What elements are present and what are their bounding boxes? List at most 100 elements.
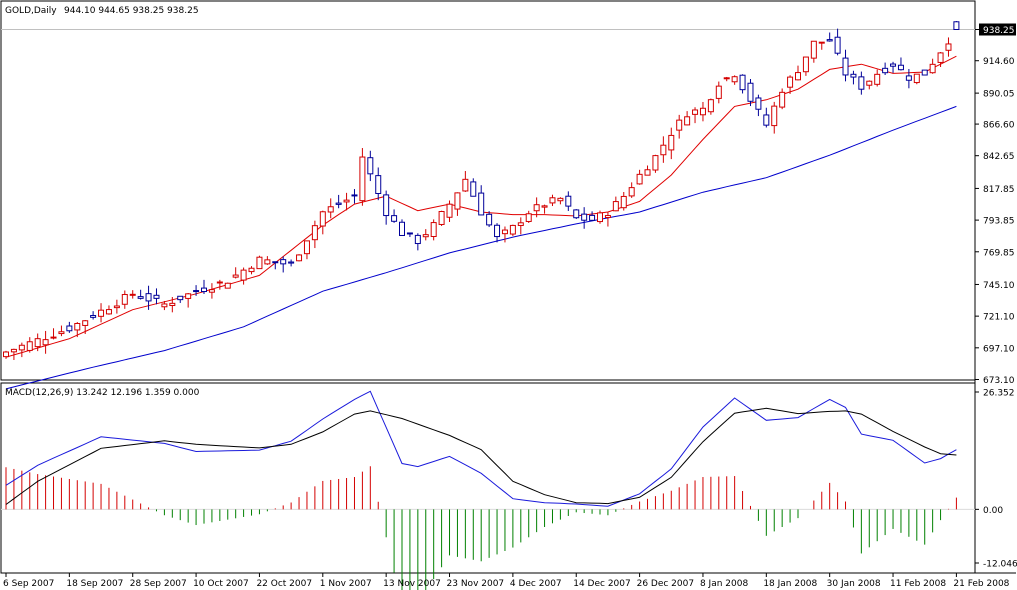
candle-body [288, 261, 295, 264]
candle [589, 211, 596, 222]
price-tick-label: 745.10 [983, 281, 1015, 291]
candle [747, 78, 754, 107]
candle-body [462, 178, 469, 192]
price-tick-label: 890.05 [983, 90, 1015, 100]
candle [810, 40, 817, 63]
candle-body [747, 82, 754, 102]
candle-body [303, 240, 310, 255]
macd-line-layer [5, 390, 957, 507]
candle-body [731, 76, 738, 83]
candle-body [501, 229, 508, 235]
candle [232, 267, 239, 279]
candle-body [74, 322, 81, 331]
candle [105, 305, 112, 315]
candle-body [240, 269, 247, 281]
candle [581, 207, 588, 229]
candle-body [42, 339, 49, 346]
candle-body [581, 213, 588, 221]
candle-body [787, 76, 794, 88]
x-tick-label: 8 Jan 2008 [700, 579, 748, 589]
candle-body [826, 39, 833, 42]
candle-body [573, 209, 580, 219]
candle-body [597, 212, 603, 223]
candle [208, 283, 215, 299]
x-tick-label: 28 Sep 2007 [130, 579, 187, 589]
x-tick-label: 18 Sep 2007 [66, 579, 123, 589]
candle [557, 197, 564, 205]
x-tick-label: 26 Dec 2007 [637, 579, 695, 589]
candle-body [430, 222, 437, 238]
candle-body [470, 181, 477, 197]
candle [10, 348, 17, 360]
candle [391, 209, 398, 223]
candle [327, 198, 334, 219]
x-tick-label: 18 Jan 2008 [763, 579, 817, 589]
candle [153, 288, 160, 305]
candle-body [929, 63, 936, 74]
candle [177, 295, 184, 303]
candle [454, 192, 461, 216]
candle [897, 57, 904, 71]
candle [612, 196, 619, 212]
candle [874, 69, 881, 87]
x-tick-label: 22 Oct 2007 [256, 579, 312, 589]
candle-body [224, 282, 231, 289]
candle-body [802, 56, 809, 73]
candle [169, 297, 176, 313]
candle-body [446, 203, 453, 218]
candle [90, 311, 97, 320]
candle [533, 197, 540, 218]
macd-tick-label: -12.046 [983, 560, 1017, 570]
candle-body [533, 204, 540, 212]
candle-body [272, 261, 279, 264]
candle-body [755, 97, 762, 110]
candle [486, 211, 493, 228]
candle [549, 194, 556, 207]
candle-body [327, 206, 334, 213]
candle [58, 325, 65, 337]
candle [731, 75, 738, 85]
candle-body [937, 52, 944, 63]
candle [216, 279, 223, 290]
x-tick-label: 13 Nov 2007 [383, 579, 441, 589]
macd-tick-label: 0.00 [983, 506, 1003, 516]
candle [82, 320, 89, 335]
candle-body [105, 309, 112, 315]
candle-body [628, 187, 635, 197]
x-tick-label: 14 Dec 2007 [573, 579, 631, 589]
price-tick-label: 697.10 [983, 344, 1015, 354]
candle [224, 282, 231, 289]
candle [573, 209, 580, 220]
candle-body [723, 77, 730, 80]
candle-body [565, 195, 572, 207]
candle [905, 68, 912, 89]
candle [311, 220, 318, 249]
candle-body [82, 320, 89, 326]
candle [478, 185, 485, 216]
axis-label-layer: 938.25 914.60 890.05 866.60 842.65 817.85 793.… [3, 23, 1017, 589]
price-tick-label: 817.85 [983, 185, 1015, 195]
candle [755, 94, 762, 117]
candle [858, 71, 865, 95]
candle [438, 210, 445, 226]
candle [779, 88, 786, 110]
candle [42, 330, 49, 354]
candle [604, 212, 611, 227]
candle [422, 229, 429, 241]
candle-body [153, 294, 160, 299]
candle-body [90, 315, 97, 318]
candle [929, 58, 936, 74]
candle-body [676, 119, 683, 131]
candle [462, 171, 469, 192]
candle [676, 114, 683, 139]
candle-body [391, 215, 398, 222]
candle [715, 81, 722, 104]
candle [668, 127, 675, 160]
candle-body [620, 195, 627, 209]
candle [763, 107, 770, 128]
candle [272, 261, 279, 270]
candle [446, 200, 453, 222]
candle [264, 256, 271, 265]
candle [34, 333, 41, 352]
candle [866, 80, 873, 90]
